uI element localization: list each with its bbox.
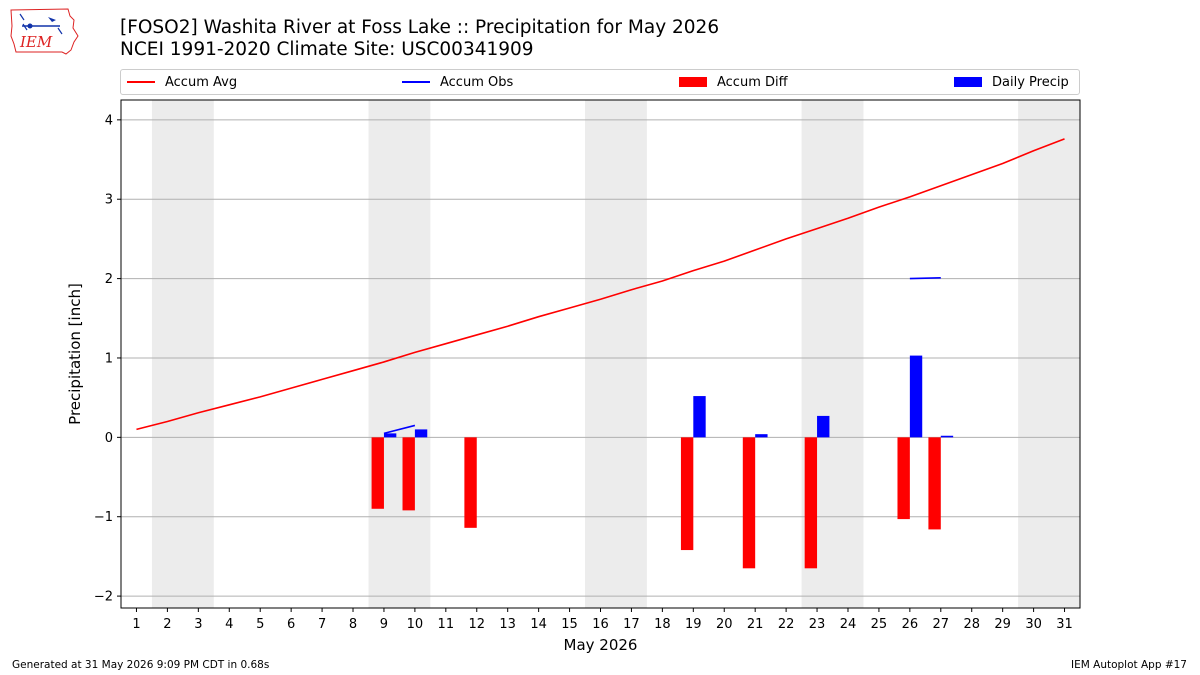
y-tick-label: 3 (105, 193, 113, 208)
accum-diff-bar (928, 437, 941, 530)
x-tick-label: 28 (963, 617, 980, 632)
accum-diff-bar (804, 437, 818, 569)
x-tick-label: 8 (349, 617, 357, 632)
bars (371, 355, 954, 569)
accum-diff-bar (371, 437, 384, 509)
daily-precip-bar (414, 429, 428, 438)
accum-diff-bar (464, 437, 477, 528)
weekend-band (585, 100, 647, 608)
x-tick-label: 17 (623, 617, 640, 632)
y-axis-label: Precipitation [inch] (66, 283, 84, 425)
daily-precip-bar (383, 433, 397, 438)
legend-swatch (954, 77, 982, 87)
y-axis-ticks: −2 −1 0 1 2 3 4 (94, 113, 121, 605)
weekend-shading (151, 100, 1080, 608)
footer-app: IEM Autoplot App #17 (1071, 659, 1187, 671)
grid-lines (121, 119, 1080, 597)
x-tick-label: 4 (225, 617, 233, 632)
weekend-band (151, 100, 214, 608)
x-tick-label: 11 (438, 617, 455, 632)
x-tick-label: 31 (1056, 617, 1073, 632)
legend-item-accum-obs: Accum Obs (402, 70, 513, 94)
daily-precip-bar (817, 415, 830, 438)
legend-label: Accum Obs (440, 74, 514, 90)
x-tick-label: 30 (1025, 617, 1042, 632)
x-tick-label: 14 (530, 617, 547, 632)
x-tick-label: 3 (194, 617, 202, 632)
x-tick-label: 12 (468, 617, 485, 632)
x-tick-label: 25 (871, 617, 888, 632)
legend: Accum Avg Accum Obs Accum Diff Daily Pre… (120, 69, 1080, 95)
x-tick-label: 19 (685, 617, 702, 632)
y-tick-label: 0 (105, 431, 113, 446)
x-tick-label: 29 (994, 617, 1011, 632)
accum-obs-segment (909, 277, 941, 280)
x-tick-label: 13 (499, 617, 516, 632)
daily-precip-bar (940, 435, 954, 438)
legend-label: Daily Precip (992, 74, 1069, 90)
x-tick-label: 7 (318, 617, 326, 632)
y-tick-label: 4 (105, 113, 113, 128)
y-tick-label: −1 (94, 510, 113, 525)
daily-precip-bar (693, 396, 706, 438)
accum-diff-bar (742, 437, 756, 569)
x-tick-label: 24 (840, 617, 857, 632)
x-tick-label: 23 (809, 617, 826, 632)
legend-label: Accum Avg (165, 74, 238, 90)
daily-precip-bar (755, 434, 768, 438)
title-line-2: NCEI 1991-2020 Climate Site: USC00341909 (120, 39, 534, 60)
weekend-band (368, 100, 431, 608)
legend-label: Accum Diff (717, 74, 788, 90)
x-axis-label: May 2026 (564, 636, 638, 654)
y-tick-label: 2 (105, 272, 113, 287)
y-tick-label: −2 (94, 590, 113, 605)
weekend-band (1018, 100, 1080, 608)
x-tick-label: 9 (380, 617, 388, 632)
accum-diff-bar (897, 437, 910, 520)
legend-item-daily-precip: Daily Precip (954, 70, 1069, 94)
daily-precip-bar (909, 355, 923, 438)
x-tick-label: 2 (163, 617, 171, 632)
x-tick-label: 21 (747, 617, 764, 632)
chart-title: [FOSO2] Washita River at Foss Lake :: Pr… (120, 17, 719, 61)
accum-diff-bar (680, 437, 694, 551)
accum-diff-bar (402, 437, 415, 511)
legend-swatch (679, 77, 707, 87)
x-tick-label: 18 (654, 617, 671, 632)
legend-item-accum-diff: Accum Diff (679, 70, 788, 94)
x-tick-label: 5 (256, 617, 264, 632)
lines (136, 138, 1065, 435)
x-tick-label: 22 (778, 617, 795, 632)
x-tick-label: 15 (561, 617, 578, 632)
x-tick-label: 26 (902, 617, 919, 632)
legend-swatch (127, 81, 155, 83)
x-tick-label: 20 (716, 617, 733, 632)
legend-swatch (402, 81, 430, 83)
x-tick-label: 1 (132, 617, 140, 632)
x-tick-label: 27 (933, 617, 950, 632)
x-tick-label: 6 (287, 617, 295, 632)
x-tick-label: 10 (407, 617, 424, 632)
logo-text: IEM (19, 33, 53, 51)
x-axis-ticks: 1 2 3 4 5 6 7 8 9 10 11 12 13 14 15 16 17 18 19 20 21 22 23 24 2… (132, 608, 1073, 632)
legend-item-accum-avg: Accum Avg (127, 70, 237, 94)
y-tick-label: 1 (105, 351, 113, 366)
iem-logo: IEM (8, 6, 80, 58)
footer-generated: Generated at 31 May 2026 9:09 PM CDT in … (12, 659, 270, 671)
accum-obs-segment (383, 424, 416, 435)
accum-avg-line (136, 138, 1065, 431)
x-tick-label: 16 (592, 617, 609, 632)
title-line-1: [FOSO2] Washita River at Foss Lake :: Pr… (120, 17, 720, 38)
